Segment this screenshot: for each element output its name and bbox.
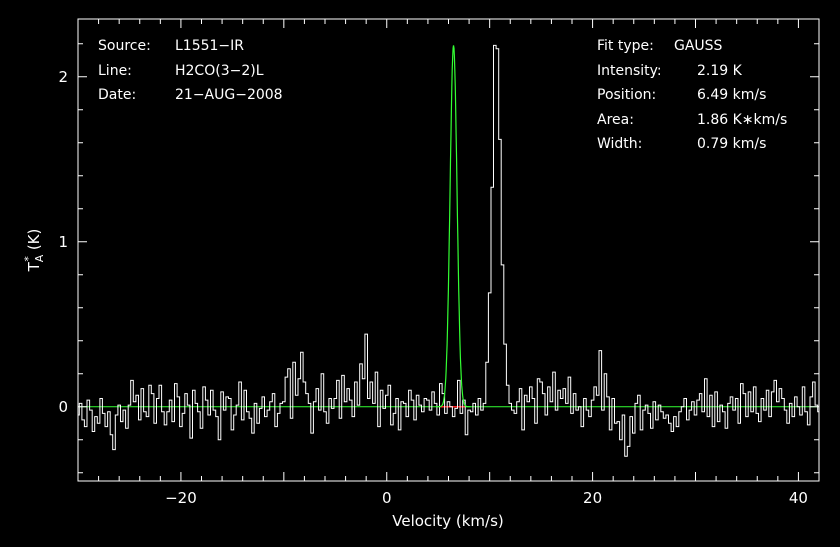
intensity-value: 2.19 K [697,63,743,79]
intensity-label: Intensity: [597,63,662,79]
position-value: 6.49 km/s [697,87,766,103]
date-label: Date: [98,87,136,103]
x-tick-label: 40 [789,489,808,507]
x-tick-label: 0 [382,489,392,507]
source-value: L1551−IR [175,38,244,54]
x-tick-label: 20 [583,489,602,507]
fit-type-label: Fit type: [597,38,654,54]
y-axis-label: TA* (K) [22,229,46,273]
area-value: 1.86 K∗km/s [697,112,787,128]
date-value: 21−AUG−2008 [175,87,283,103]
source-label: Source: [98,38,151,54]
y-axis-label-unit: (K) [25,229,43,251]
y-axis-label-superscript: * [22,256,35,262]
y-tick-label: 1 [58,233,68,251]
y-tick-label: 0 [58,398,68,416]
area-label: Area: [597,112,634,128]
line-value: H2CO(3−2)L [175,63,264,79]
spectrum-histogram [78,44,819,457]
header-left-block: Source: L1551−IR Line: H2CO(3−2)L Date: … [98,38,283,103]
width-label: Width: [597,136,642,152]
fit-results-block: Fit type: GAUSS Intensity: 2.19 K Positi… [597,38,787,152]
x-tick-label: −20 [165,489,197,507]
line-label: Line: [98,63,132,79]
y-axis-ticks: 0 1 2 [58,43,819,474]
width-value: 0.79 km/s [697,136,766,152]
gaussian-fit-curve [436,45,471,408]
x-axis-label: Velocity (km/s) [392,512,503,530]
x-axis-ticks: −20 0 20 40 [77,19,820,507]
svg-text:TA*(K): TA* (K) [22,229,46,273]
position-label: Position: [597,87,656,103]
fit-type-value: GAUSS [674,38,723,54]
y-axis-label-subscript: A [33,254,46,262]
y-axis-label-symbol: T [25,261,43,272]
y-tick-label: 2 [58,68,68,86]
